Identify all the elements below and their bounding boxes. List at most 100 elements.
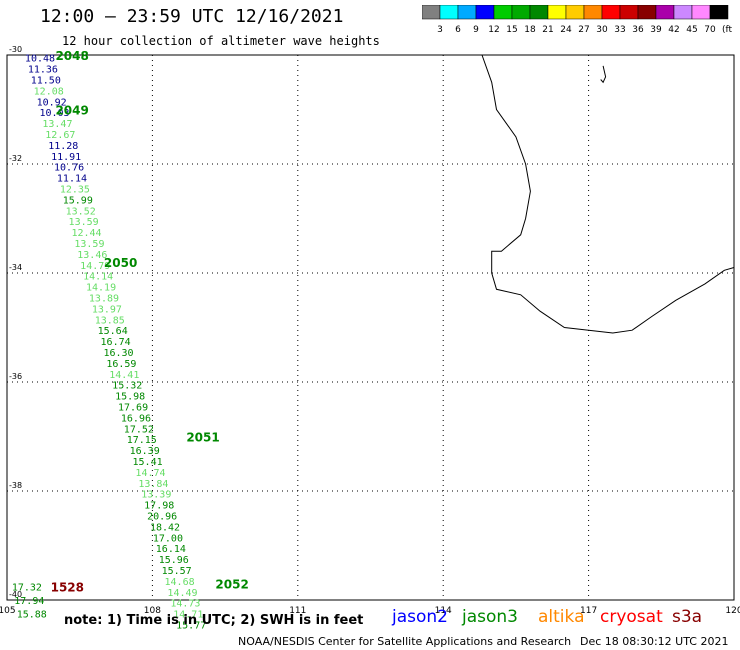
y-tick-label: -32 (9, 154, 22, 163)
y-tick-label: -36 (9, 372, 22, 381)
y-tick-label: -34 (9, 263, 22, 272)
swh-value: 14.74 (135, 468, 165, 479)
scale-label: 70 (704, 25, 716, 35)
swh-value: 14.41 (109, 370, 139, 381)
swh-value: 12.44 (71, 228, 101, 239)
scale-label: 30 (596, 25, 608, 35)
longitude-ticks: 105 108 111 114 117 120 (0, 606, 740, 616)
x-tick-label: 117 (580, 606, 597, 616)
swh-value: 15.64 (98, 326, 128, 337)
x-tick-label: 120 (725, 606, 740, 616)
y-tick-label: -40 (9, 590, 22, 599)
swh-value: 16.30 (103, 348, 133, 359)
pass-time-label: 1528 (51, 580, 84, 594)
swh-value: 15.32 (112, 381, 142, 392)
scale-label: 42 (668, 25, 679, 35)
island-outline (600, 65, 607, 84)
scale-label: 27 (578, 25, 589, 35)
legend-altika: altika (538, 607, 585, 627)
swh-value: 13.85 (95, 315, 125, 326)
scale-label: 9 (473, 25, 479, 35)
swh-value: 10.03 (39, 108, 69, 119)
scale-unit: (ft) (722, 25, 732, 35)
latitude-ticks: -30 -32 -34 -36 -38 -40 (9, 45, 22, 599)
pass-time-label: 2048 (55, 49, 88, 63)
footer-credit: NOAA/NESDIS Center for Satellite Applica… (238, 635, 572, 648)
swh-value: 18.42 (150, 522, 180, 533)
legend-s3a: s3a (672, 607, 703, 627)
swh-value: 13.46 (77, 250, 107, 261)
pass-time-labels: 2048 2049 2050 2051 2052 1528 (51, 49, 249, 594)
scale-label: 45 (686, 25, 697, 35)
swh-value: 17.15 (127, 435, 157, 446)
swh-value: 16.39 (130, 446, 160, 457)
swh-value: 13.97 (92, 304, 122, 315)
swh-value: 15.41 (133, 457, 163, 468)
swh-value: 20.96 (147, 512, 177, 523)
pass-time-label: 2052 (215, 578, 248, 592)
x-tick-label: 108 (144, 606, 161, 616)
swh-value: 14.14 (83, 272, 113, 283)
swh-value: 12.08 (34, 86, 64, 97)
scale-label: 12 (488, 25, 499, 35)
scale-label: 39 (650, 25, 662, 35)
scale-label: 24 (560, 25, 572, 35)
x-tick-label: 111 (289, 606, 306, 616)
map-subtitle: 12 hour collection of altimeter wave hei… (62, 34, 380, 48)
swh-value: 14.49 (167, 588, 197, 599)
legend-cryosat: cryosat (600, 607, 663, 627)
swh-value: 12.35 (60, 185, 90, 196)
x-tick-label: 114 (435, 606, 452, 616)
swh-value: 15.57 (162, 566, 192, 577)
swh-value: 17.98 (144, 501, 174, 512)
map-title: 12:00 – 23:59 UTC 12/16/2021 (40, 6, 344, 27)
swh-value: 13.59 (69, 217, 99, 228)
swh-value: 11.36 (28, 65, 58, 76)
pass-time-label: 2049 (55, 104, 88, 118)
swh-value: 11.91 (51, 152, 81, 163)
swh-value: 17.52 (124, 424, 154, 435)
footer-timestamp: Dec 18 08:30:12 UTC 2021 (580, 635, 729, 648)
swh-value: 15.96 (159, 555, 189, 566)
swh-value: 17.00 (153, 533, 183, 544)
scale-swatch (709, 5, 729, 20)
swh-value: 10.76 (54, 163, 84, 174)
legend-jason2: jason2 (392, 607, 448, 627)
swh-value: 15.98 (115, 392, 145, 403)
swh-value: 14.71 (173, 610, 203, 621)
map-frame (6, 54, 735, 601)
swh-value: 16.59 (106, 359, 136, 370)
swh-value: 13.59 (74, 239, 104, 250)
swh-value: 14.73 (170, 599, 200, 610)
swh-observations: 10.4811.3611.5012.0810.9210.0313.4712.67… (12, 54, 206, 632)
swh-value: 16.74 (101, 337, 131, 348)
swh-value: 16.96 (121, 413, 151, 424)
swh-value: 17.69 (118, 403, 148, 414)
legend-jason3: jason3 (462, 607, 518, 627)
pass-time-label: 2051 (186, 431, 219, 445)
x-tick-label: 105 (0, 606, 16, 616)
graticule (7, 55, 734, 600)
swh-value: 17.32 (12, 582, 42, 593)
scale-label: 36 (632, 25, 644, 35)
swh-value: 11.50 (31, 76, 61, 87)
swh-value: 15.99 (63, 195, 93, 206)
units-note: note: 1) Time is in UTC; 2) SWH is in fe… (64, 613, 364, 628)
swh-value: 12.67 (45, 130, 75, 141)
swh-value: 10.48 (25, 54, 55, 65)
pass-time-label: 2050 (104, 256, 137, 270)
swh-value: 11.28 (48, 141, 78, 152)
scale-label: 6 (455, 25, 461, 35)
scale-label: 33 (614, 25, 625, 35)
swh-value: 13.84 (138, 479, 168, 490)
y-tick-label: -38 (9, 481, 22, 490)
y-tick-label: -30 (9, 45, 22, 54)
swh-value: 13.39 (141, 490, 171, 501)
coastline (481, 54, 735, 334)
scale-label: 18 (524, 25, 536, 35)
scale-label: 3 (437, 25, 443, 35)
swh-value: 15.77 (176, 621, 206, 632)
swh-value: 15.88 (17, 610, 47, 621)
